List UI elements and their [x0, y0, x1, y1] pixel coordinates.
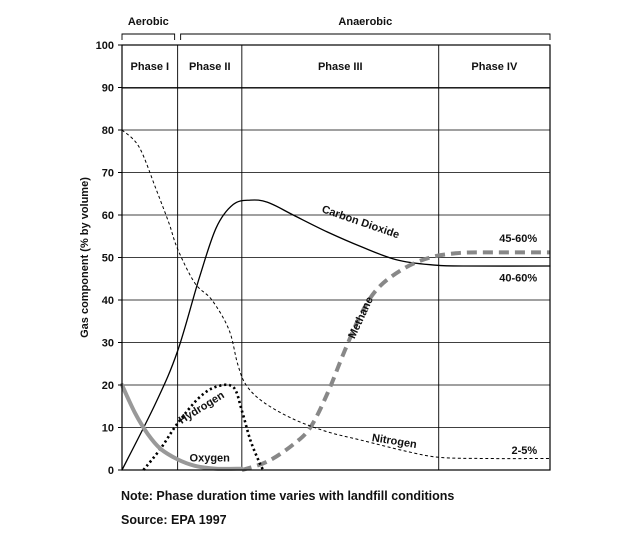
- range-annotation-0: 45-60%: [499, 233, 537, 245]
- grid-layer: [122, 44, 550, 471]
- series-layer: [120, 129, 551, 472]
- phase-label-phase-ii: Phase II: [189, 61, 231, 73]
- series-line-methane: [241, 250, 551, 472]
- plot-frame: [121, 44, 551, 471]
- series-line-hydrogen: [142, 383, 265, 471]
- range-annotation-1: 40-60%: [499, 273, 537, 285]
- y-tick-label-50: 50: [102, 253, 114, 265]
- y-tick-label-100: 100: [96, 40, 114, 52]
- y-tick-label-60: 60: [102, 210, 114, 222]
- regime-bracket-anaerobic: [180, 33, 551, 40]
- label-layer: Carbon DioxideMethaneNitrogenHydrogenOxy…: [177, 203, 538, 464]
- y-tick-label-0: 0: [108, 465, 114, 477]
- y-tick-label-90: 90: [102, 83, 114, 95]
- series-label-methane: Methane: [346, 295, 376, 341]
- series-label-carbon-dioxide: Carbon Dioxide: [320, 203, 401, 241]
- regime-label-anaerobic: Anaerobic: [338, 16, 392, 28]
- series-line-carbon-dioxide: [121, 199, 551, 471]
- series-label-oxygen: Oxygen: [190, 453, 231, 465]
- phase-layer: Phase I Phase II Phase III Phase IV Aerobic A…: [121, 16, 551, 470]
- regime-label-aerobic: Aerobic: [128, 16, 169, 28]
- y-tick-label-70: 70: [102, 168, 114, 180]
- y-tick-label-40: 40: [102, 295, 114, 307]
- source-note: Source: EPA 1997: [121, 513, 227, 527]
- phase-label-phase-iv: Phase IV: [471, 61, 518, 73]
- phase-label-phase-iii: Phase III: [318, 61, 363, 73]
- phase-label-phase-i: Phase I: [131, 61, 170, 73]
- axis-layer: 0 10 20 30 40 50 60 70 80 90 100 Gas component (% b…: [79, 40, 551, 477]
- y-axis-title: Gas component (% by volume): [79, 177, 91, 338]
- y-tick-label-10: 10: [102, 423, 114, 435]
- series-line-oxygen: [120, 383, 244, 471]
- landfill-gas-chart: Phase I Phase II Phase III Phase IV Aerobic A…: [79, 16, 551, 477]
- y-tick-label-30: 30: [102, 338, 114, 350]
- regime-bracket-aerobic: [121, 33, 176, 40]
- phase-duration-note: Note: Phase duration time varies with la…: [121, 489, 455, 503]
- series-line-nitrogen: [121, 129, 551, 460]
- y-tick-label-80: 80: [102, 125, 114, 137]
- range-annotation-2: 2-5%: [512, 445, 538, 457]
- y-tick-label-20: 20: [102, 380, 114, 392]
